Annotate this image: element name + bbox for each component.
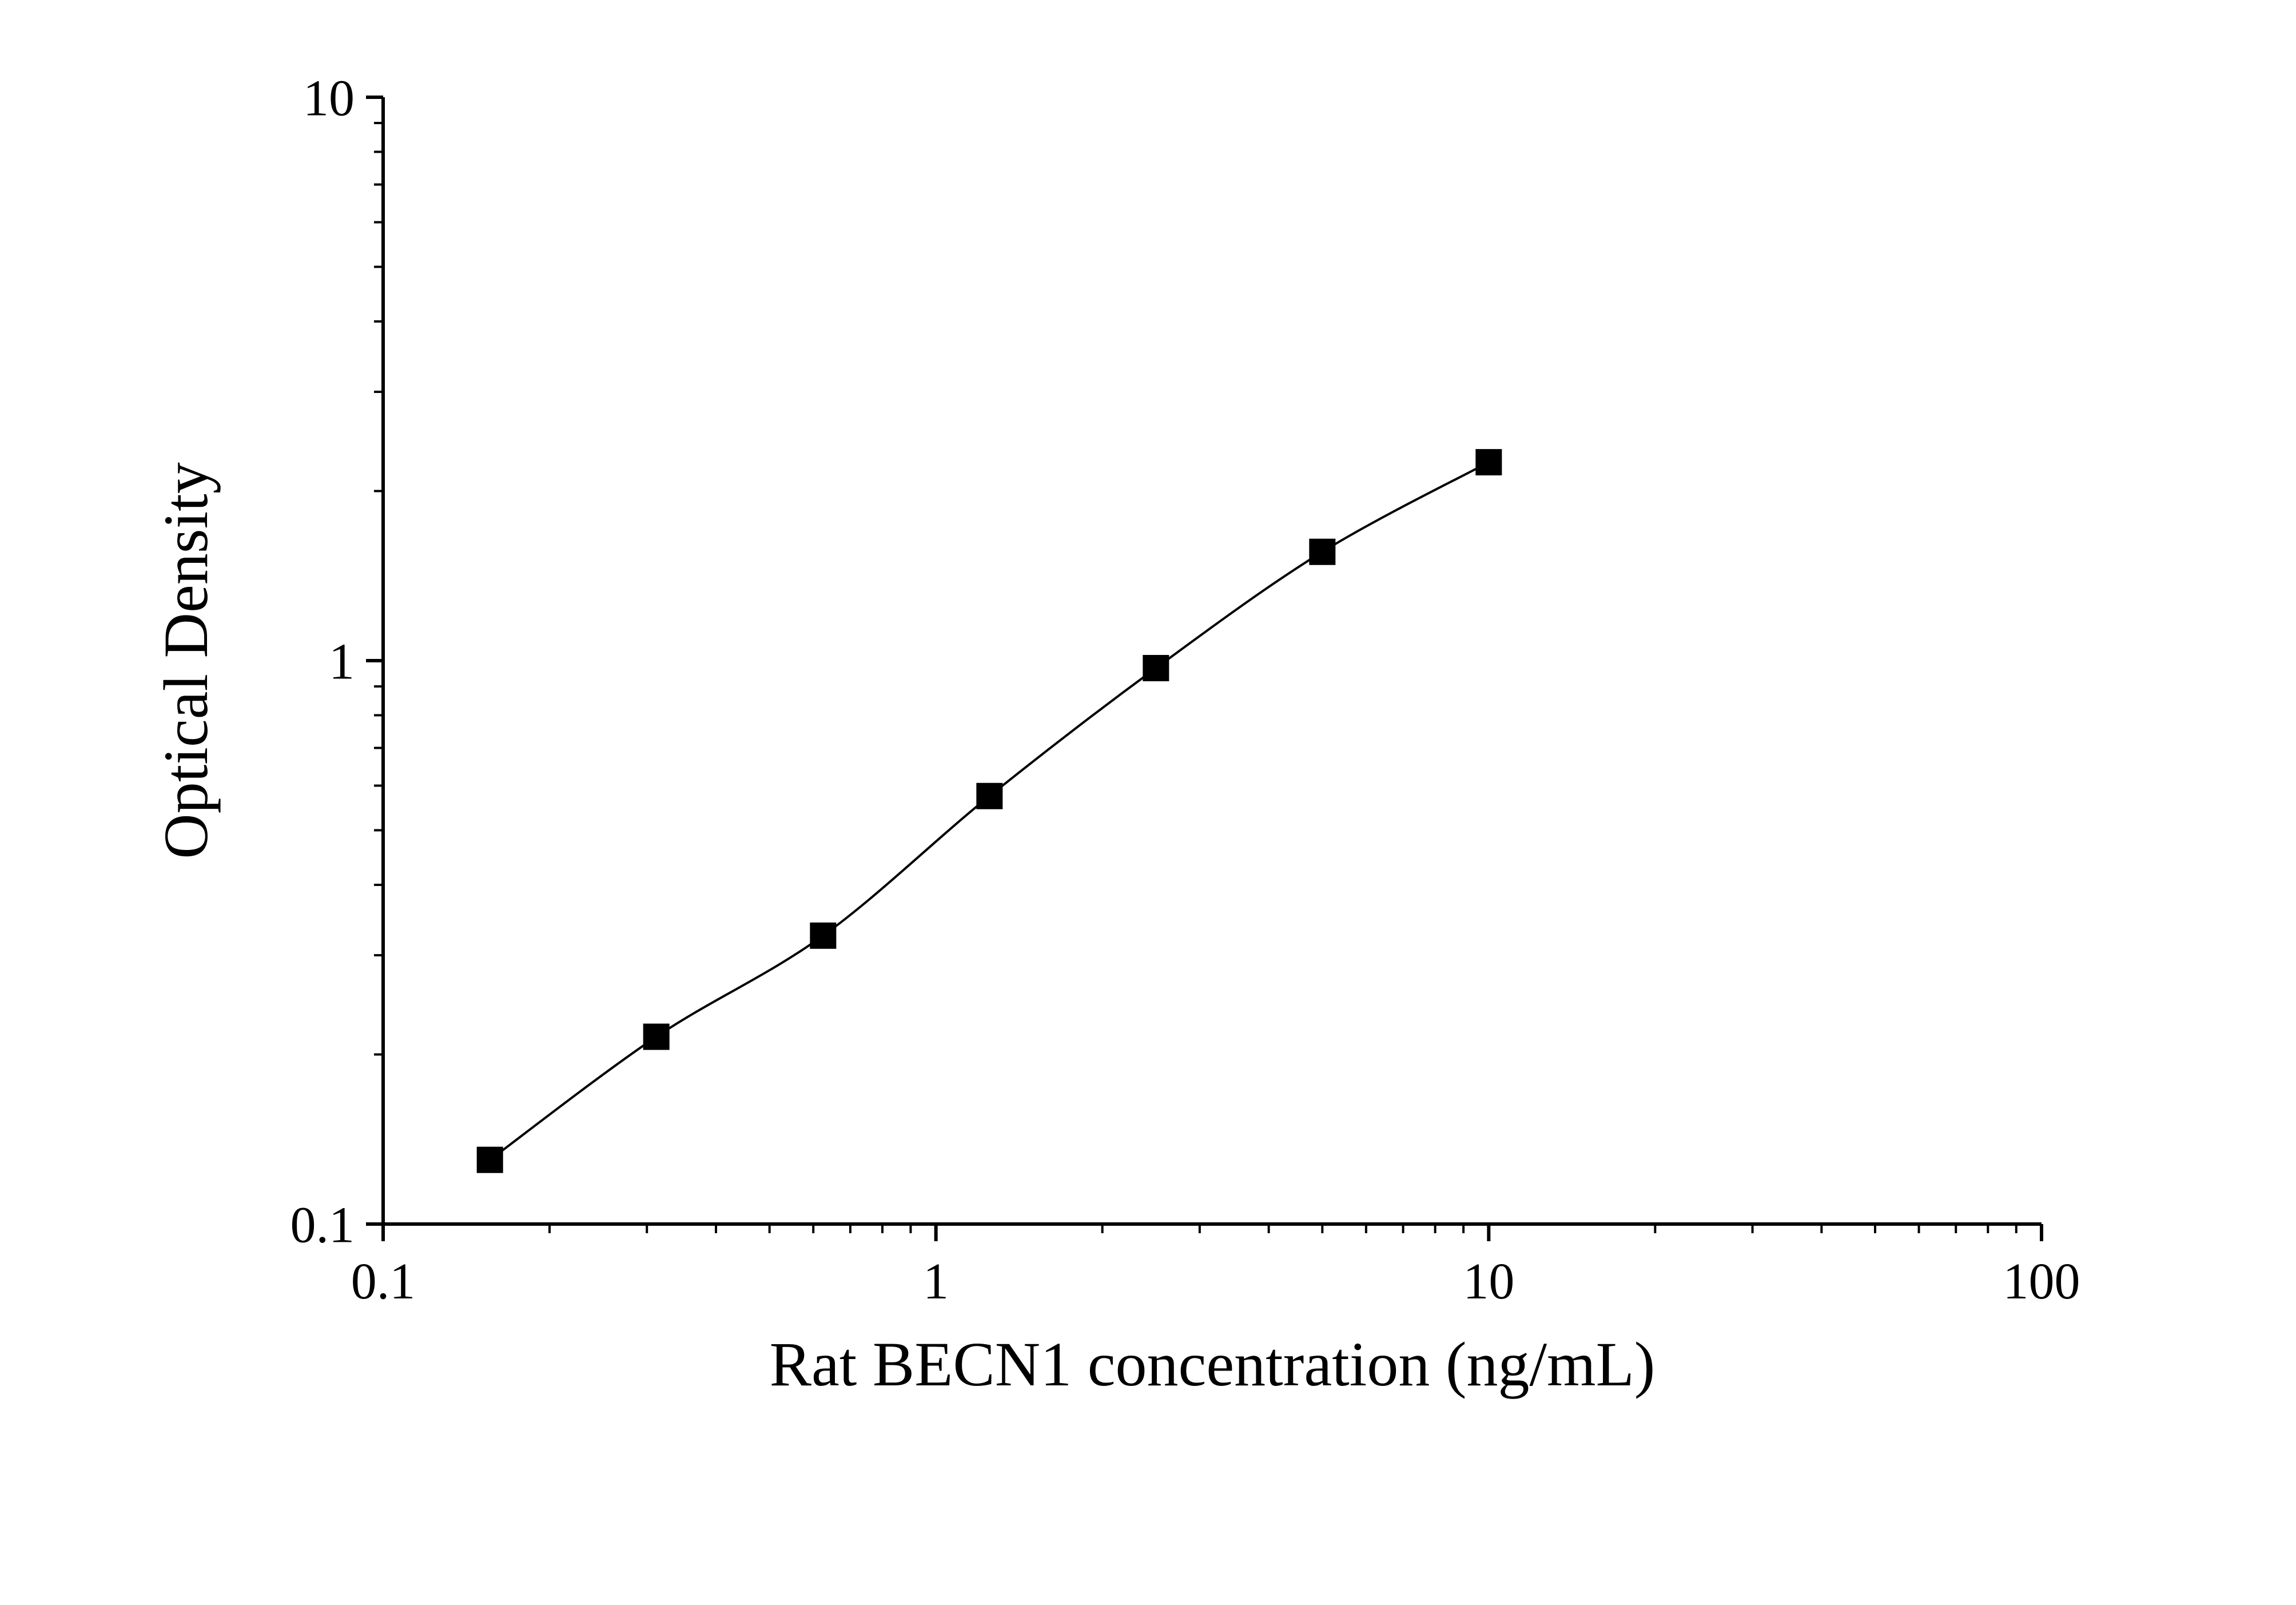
data-marker xyxy=(643,1024,670,1050)
chart-svg: 0.1 1 10 100 0.1 1 10 Rat BECN1 concentration (… xyxy=(0,0,2296,1605)
x-tick-label: 100 xyxy=(2003,1253,2080,1310)
data-marker xyxy=(1143,655,1169,681)
x-tick-label: 1 xyxy=(923,1253,949,1310)
data-marker xyxy=(976,783,1002,809)
data-marker xyxy=(1309,539,1335,565)
data-marker xyxy=(810,923,836,949)
chart-container: 0.1 1 10 100 0.1 1 10 Rat BECN1 concentration (… xyxy=(0,0,2296,1605)
y-tick-label: 1 xyxy=(329,634,355,690)
y-tick-label: 0.1 xyxy=(291,1197,355,1254)
y-axis-label: Optical Density xyxy=(151,462,221,859)
data-marker xyxy=(477,1147,503,1173)
y-tick-label: 10 xyxy=(303,70,355,127)
x-tick-label: 0.1 xyxy=(351,1253,416,1310)
data-marker xyxy=(1475,449,1502,475)
x-axis-label: Rat BECN1 concentration (ng/mL) xyxy=(770,1329,1656,1399)
x-tick-label: 10 xyxy=(1463,1253,1514,1310)
